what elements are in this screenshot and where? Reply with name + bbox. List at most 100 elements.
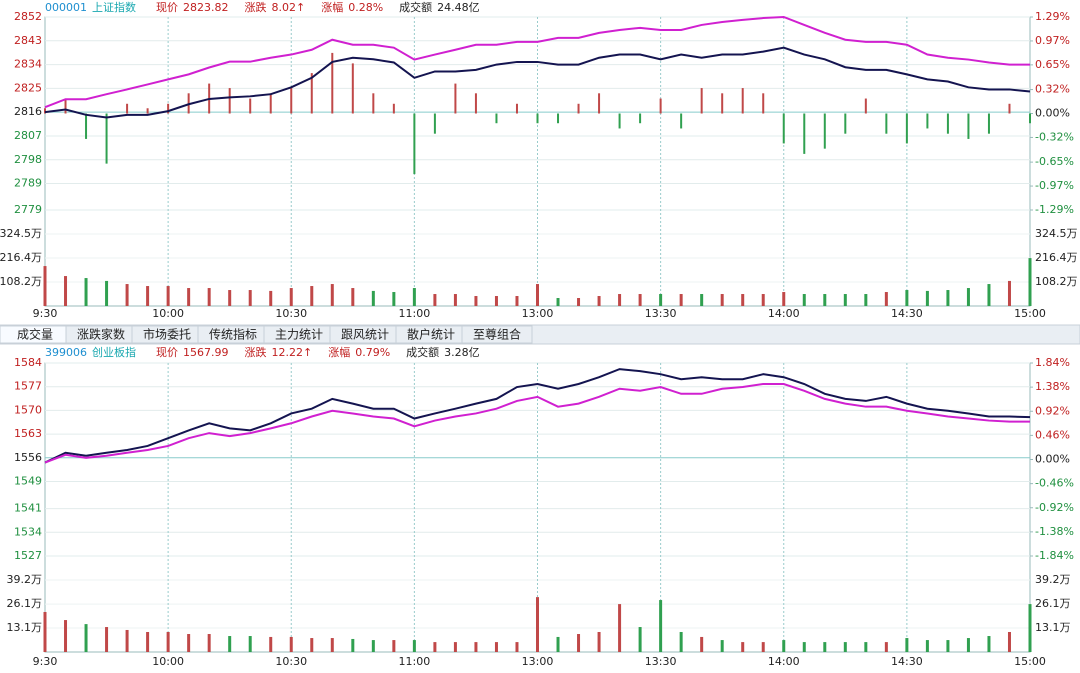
y-tick-label: 1549 [14, 475, 42, 488]
header-text: 涨幅 [321, 1, 343, 14]
volume-bar [1007, 280, 1011, 306]
header-text: 399006 [45, 346, 87, 359]
volume-bar [864, 642, 868, 652]
volume-bar [412, 288, 416, 306]
volume-bar [802, 294, 806, 306]
x-tick-label: 9:30 [33, 307, 58, 320]
volume-bar [782, 292, 786, 306]
header-text: 12.22↑ [272, 346, 313, 359]
volume-bar [802, 642, 806, 652]
header-text: 涨幅 [328, 346, 350, 359]
volume-bar [84, 278, 88, 306]
breadth-bar [392, 103, 395, 114]
volume-bar [310, 286, 314, 306]
y2-tick-label: 0.92% [1035, 404, 1070, 417]
breadth-bar [1008, 103, 1011, 114]
volume-bar [577, 298, 581, 306]
y-tick-label: 1584 [14, 356, 42, 369]
x-tick-label: 14:30 [891, 655, 923, 668]
volume-bar [310, 638, 314, 652]
breadth-bar [1029, 113, 1031, 124]
tab-label[interactable]: 跟风统计 [341, 328, 389, 342]
breadth-bar [987, 113, 990, 134]
y-tick-label: 1534 [14, 525, 42, 538]
header-text: 3.28亿 [444, 346, 480, 359]
header-text: 2823.82 [183, 1, 229, 14]
y-tick-label: 2825 [14, 81, 42, 94]
volume-bar [946, 640, 950, 652]
volume-bar [474, 642, 478, 652]
volume-bar [64, 276, 68, 306]
breadth-bar [454, 83, 457, 114]
x-tick-label: 15:00 [1014, 307, 1046, 320]
breadth-bar [228, 88, 231, 114]
y2-tick-label: 1.29% [1035, 10, 1070, 23]
volume-bar [515, 642, 519, 652]
y2-tick-label: 0.65% [1035, 58, 1070, 71]
volume-bar [166, 631, 170, 652]
tab-label[interactable]: 传统指标 [209, 327, 257, 342]
breadth-bar [721, 93, 724, 114]
tab-label[interactable]: 成交量 [17, 327, 53, 342]
y2-tick-label: -0.65% [1035, 155, 1074, 168]
volume-bar [228, 290, 232, 306]
header-text: 24.48亿 [437, 1, 480, 14]
x-tick-label: 11:00 [399, 655, 431, 668]
volume-tick-label: 26.1万 [7, 597, 43, 610]
volume-bar [905, 638, 909, 652]
breadth-bar [577, 103, 580, 114]
y-tick-label: 2843 [14, 34, 42, 47]
tab[interactable] [461, 325, 533, 344]
breadth-bar [762, 93, 765, 114]
volume-bar [351, 638, 355, 652]
volume-bar [597, 296, 601, 306]
breadth-bar [85, 113, 88, 139]
header-text: 现价 [156, 1, 178, 14]
breadth-bar [905, 113, 908, 144]
volume-tick-label: 216.4万 [1035, 251, 1078, 264]
volume-bar [741, 642, 745, 652]
volume-tick-label: 39.2万 [1035, 573, 1071, 586]
breadth-bar [372, 93, 375, 114]
volume-tick-label: 108.2万 [0, 275, 42, 288]
volume-bar [966, 638, 970, 652]
x-tick-label: 14:00 [768, 655, 800, 668]
header-text: 创业板指 [92, 345, 136, 359]
tab-label[interactable]: 涨跌家数 [77, 327, 125, 342]
volume-bar [289, 288, 293, 306]
volume-bar [679, 631, 683, 652]
tab-label[interactable]: 散户统计 [407, 327, 455, 342]
y-tick-label: 2798 [14, 153, 42, 166]
breadth-bar [680, 113, 683, 129]
volume-bar [884, 292, 888, 306]
volume-tick-label: 26.1万 [1035, 597, 1071, 610]
volume-bar [556, 636, 560, 652]
volume-bar [966, 288, 970, 306]
y2-tick-label: -0.97% [1035, 179, 1074, 192]
volume-tick-label: 216.4万 [0, 251, 42, 264]
volume-bar [618, 604, 622, 652]
breadth-bar [823, 113, 826, 149]
tab-label[interactable]: 市场委托 [143, 327, 191, 342]
breadth-bar [351, 63, 354, 114]
volume-bar [864, 294, 868, 306]
breadth-bar [290, 88, 293, 114]
tab-label[interactable]: 主力统计 [275, 328, 323, 342]
breadth-bar [413, 113, 416, 175]
breadth-bar [44, 108, 46, 114]
volume-bar [679, 294, 683, 306]
volume-bar [515, 296, 519, 306]
volume-bar [761, 642, 765, 652]
x-tick-label: 13:00 [522, 655, 554, 668]
breadth-bar [844, 113, 847, 134]
x-tick-label: 10:00 [152, 655, 184, 668]
volume-bar [146, 631, 150, 652]
volume-bar [125, 284, 129, 306]
tab-label[interactable]: 至尊组合 [473, 327, 521, 342]
x-tick-label: 14:30 [891, 307, 923, 320]
breadth-bar [967, 113, 970, 139]
breadth-bar [926, 113, 929, 129]
volume-bar [1007, 631, 1011, 652]
volume-bar [638, 627, 642, 652]
volume-bar [1028, 258, 1032, 306]
